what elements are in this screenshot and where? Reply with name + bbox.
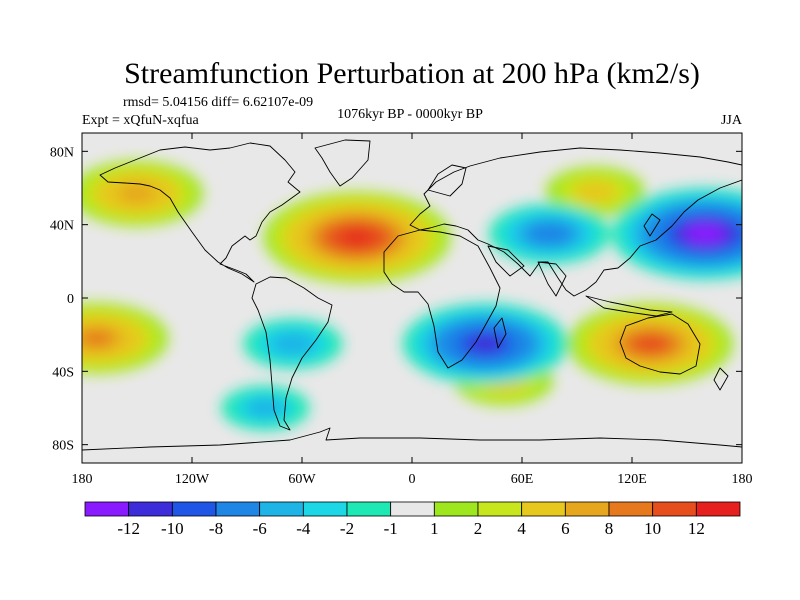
- field-feature: [221, 385, 310, 431]
- coast-antarctica: [82, 427, 742, 451]
- colorbar-label: -10: [161, 519, 184, 538]
- colorbar-label: 4: [517, 519, 526, 538]
- field-contour: [470, 336, 500, 351]
- coast-north-america: [99, 142, 301, 283]
- x-tick-label: 60E: [511, 472, 534, 487]
- coast-india: [537, 261, 567, 297]
- colorbar-swatch: [433, 501, 479, 517]
- field-contour: [635, 336, 665, 351]
- coast-japan: [643, 213, 661, 237]
- field-feature: [489, 203, 610, 265]
- colorbar-swatch: [564, 501, 610, 517]
- field-contour: [533, 225, 566, 242]
- coast-eurasia: [409, 147, 742, 297]
- colorbar-swatch: [695, 501, 741, 517]
- colorbar-swatch: [128, 501, 173, 517]
- field-contour: [82, 330, 112, 346]
- colorbar-label: 12: [688, 519, 705, 538]
- stats-text: rmsd= 5.04156 diff= 6.62107e-09: [123, 95, 313, 110]
- colorbar-swatch: [215, 501, 261, 517]
- y-tick-label: 80N: [50, 145, 74, 160]
- colorbar-label: 8: [605, 519, 614, 538]
- colorbar-swatch: [477, 501, 523, 517]
- field-contour: [245, 398, 285, 418]
- coast-greenland: [314, 139, 371, 187]
- coastlines: [82, 139, 742, 451]
- colorbar-swatch: [302, 501, 348, 517]
- field-contour: [343, 230, 371, 245]
- field-feature: [243, 318, 343, 369]
- x-tick-label: 180: [72, 472, 93, 487]
- y-tick-label: 0: [67, 292, 74, 307]
- season-label: JJA: [721, 113, 743, 128]
- colorbar-label: 6: [561, 519, 570, 538]
- field-feature: [611, 188, 742, 280]
- colorbar-swatch: [171, 501, 217, 517]
- x-axis: 180 120W 60W 0 60E 120E 180: [72, 133, 753, 487]
- y-axis: 80N 40N 0 40S 80S: [50, 145, 742, 454]
- field-contour: [274, 334, 311, 353]
- colorbar-swatch: [84, 501, 130, 517]
- coast-indonesia: [585, 295, 673, 317]
- coast-arabia: [487, 245, 525, 277]
- colorbar-label: -8: [209, 519, 223, 538]
- field-feature: [545, 166, 645, 217]
- x-tick-label: 180: [732, 472, 753, 487]
- coast-africa: [383, 229, 501, 369]
- colorbar-label: -12: [117, 519, 140, 538]
- y-tick-label: 80S: [52, 439, 74, 454]
- field-contour: [577, 182, 614, 201]
- map-area: [81, 132, 743, 464]
- x-tick-label: 120W: [175, 472, 210, 487]
- field-contour: [691, 227, 720, 241]
- colorbar-swatch: [346, 501, 392, 517]
- colorbar-label: 2: [474, 519, 483, 538]
- coast-south-america: [251, 276, 333, 431]
- colorbar-label: -1: [384, 519, 398, 538]
- colorbar-label: 10: [644, 519, 661, 538]
- x-tick-label: 0: [409, 472, 416, 487]
- field-feature: [402, 303, 568, 385]
- colorbar-swatch: [259, 501, 304, 517]
- field-feature: [263, 191, 451, 284]
- colorbar: -12 -10 -8 -6 -4 -2 -1 1 2 4 6 8 10 12: [84, 501, 741, 538]
- field-feature: [82, 160, 203, 227]
- colorbar-swatch: [608, 501, 654, 517]
- field-shading: [82, 160, 742, 431]
- period-label: 1076kyr BP - 0000kyr BP: [337, 107, 483, 122]
- field-layer: [82, 160, 742, 431]
- experiment-label: Expt = xQfuN-xqfua: [82, 113, 200, 128]
- field-feature: [82, 302, 169, 374]
- y-tick-label: 40N: [50, 219, 74, 234]
- coast-australia: [619, 313, 701, 375]
- x-tick-label: 60W: [288, 472, 316, 487]
- coast-new-zealand: [713, 367, 729, 391]
- x-tick-label: 120E: [617, 472, 647, 487]
- chart-title: Streamfunction Perturbation at 200 hPa (…: [124, 57, 700, 90]
- colorbar-swatch: [652, 501, 697, 517]
- colorbar-label: -4: [296, 519, 311, 538]
- colorbar-label: 1: [430, 519, 439, 538]
- colorbar-swatch: [521, 501, 566, 517]
- colorbar-label: -6: [253, 519, 267, 538]
- colorbar-label: -2: [340, 519, 354, 538]
- coast-madagascar: [493, 317, 507, 349]
- coast-scandinavia: [427, 164, 467, 197]
- field-contour: [121, 185, 153, 202]
- y-tick-label: 40S: [52, 365, 74, 380]
- colorbar-swatch: [390, 501, 435, 517]
